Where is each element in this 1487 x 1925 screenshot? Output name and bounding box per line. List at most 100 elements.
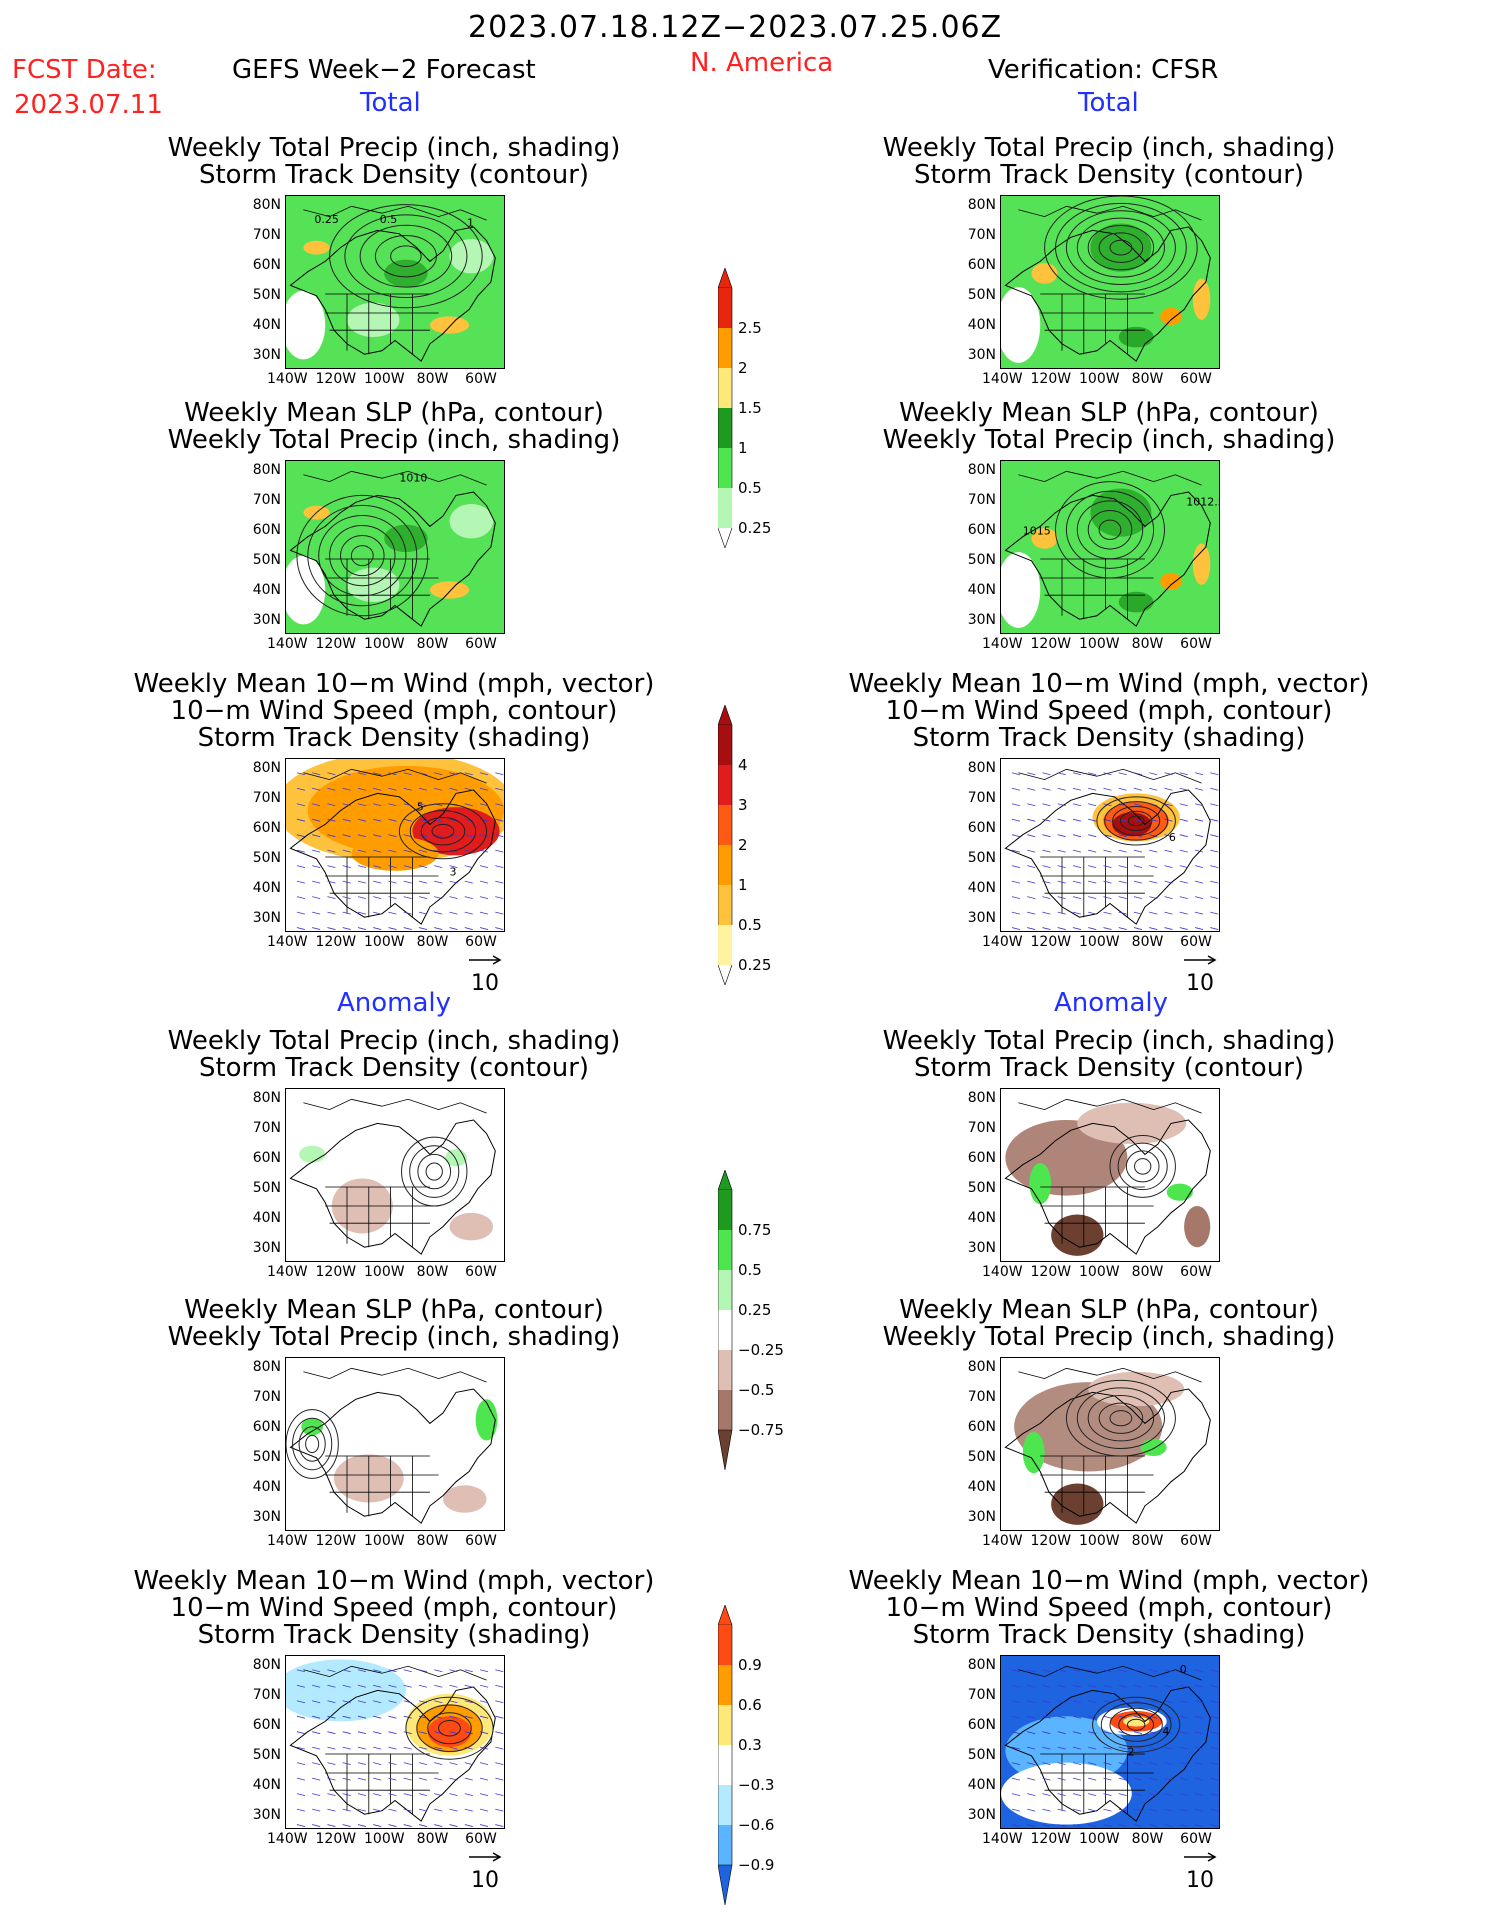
latitude-tick-label: 30N (967, 1509, 996, 1525)
latitude-tick-label: 80N (967, 1359, 996, 1375)
latitude-tick-label: 80N (252, 462, 281, 478)
latitude-tick-label: 50N (252, 1449, 281, 1465)
longitude-tick-label: 60W (1180, 1831, 1212, 1847)
colorbar-anom-std: 0.9 0.6 0.3 −0.3 −0.6 −0.9 (718, 1605, 808, 1906)
map-plot-area: 6 (1000, 758, 1220, 932)
colorbar-tick-label: −0.25 (738, 1341, 784, 1359)
latitude-tick-label: 80N (967, 197, 996, 213)
panel-title-line: Weekly Total Precip (inch, shading) (167, 1322, 621, 1352)
longitude-tick-label: 80W (416, 1264, 449, 1280)
latitude-tick-label: 30N (967, 612, 996, 628)
panel-title-line: Storm Track Density (shading) (912, 723, 1306, 753)
longitude-tick-label: 80W (416, 934, 449, 950)
latitude-tick-label: 60N (252, 522, 281, 538)
longitude-tick-label: 120W (315, 934, 357, 950)
colorbar-tick-label: 0.3 (738, 1736, 762, 1754)
panel-title-line: Weekly Mean SLP (hPa, contour) (899, 398, 1319, 428)
map-plot-area: 0.25 0.5 1 (285, 195, 505, 369)
vector-scale-value: 10 (1186, 1868, 1214, 1893)
latitude-tick-label: 30N (252, 612, 281, 628)
panel-title-line: Storm Track Density (shading) (912, 1620, 1306, 1650)
map-graphic: 0 2 4 (1001, 1656, 1219, 1828)
colorbar-tick-label: 0.25 (738, 956, 772, 974)
panel-title-line: Storm Track Density (shading) (197, 1620, 591, 1650)
latitude-tick-label: 50N (967, 1747, 996, 1763)
longitude-tick-label: 100W (1079, 1533, 1120, 1549)
map-graphic (286, 1089, 504, 1261)
latitude-tick-label: 50N (252, 1747, 281, 1763)
longitude-tick-label: 140W (982, 1533, 1023, 1549)
panel-title-line: Weekly Mean 10−m Wind (mph, vector) (848, 669, 1370, 699)
longitude-tick-label: 140W (982, 636, 1023, 652)
colorbar-tick-label: 0.9 (738, 1656, 762, 1674)
vector-scale-reference: 10 (465, 1849, 505, 1893)
colorbar-tick-label: −0.5 (738, 1381, 775, 1399)
longitude-tick-label: 100W (364, 636, 405, 652)
latitude-tick-label: 50N (967, 287, 996, 303)
vector-scale-reference: 10 (465, 952, 505, 996)
longitude-tick-label: 80W (416, 1533, 449, 1549)
latitude-tick-label: 50N (967, 850, 996, 866)
longitude-tick-label: 80W (1131, 1831, 1164, 1847)
latitude-tick-label: 70N (252, 1120, 281, 1136)
latitude-tick-label: 40N (967, 1479, 996, 1495)
latitude-tick-label: 60N (252, 1717, 281, 1733)
longitude-tick-label: 80W (1131, 934, 1164, 950)
panel-title-line: Weekly Total Precip (inch, shading) (882, 1322, 1336, 1352)
latitude-tick-label: 30N (252, 347, 281, 363)
latitude-tick-label: 60N (967, 522, 996, 538)
colorbar-tick-label: 1 (738, 439, 748, 457)
panel-title-line: Weekly Total Precip (inch, shading) (167, 133, 621, 163)
longitude-tick-label: 100W (364, 371, 405, 387)
latitude-tick-label: 30N (252, 1509, 281, 1525)
longitude-tick-label: 140W (982, 1831, 1023, 1847)
longitude-tick-label: 140W (267, 1533, 308, 1549)
longitude-tick-label: 60W (465, 1831, 497, 1847)
longitude-tick-label: 140W (982, 1264, 1023, 1280)
panel-title-line: Weekly Mean SLP (hPa, contour) (899, 1295, 1319, 1325)
latitude-tick-label: 60N (252, 257, 281, 273)
colorbar-tick-label: 2.5 (738, 319, 762, 337)
longitude-tick-label: 100W (1079, 1831, 1120, 1847)
panel-title-line: Weekly Total Precip (inch, shading) (882, 133, 1336, 163)
contour-label: 5 (417, 800, 424, 813)
longitude-tick-label: 60W (465, 934, 497, 950)
latitude-tick-label: 70N (967, 492, 996, 508)
longitude-tick-label: 120W (315, 371, 357, 387)
latitude-tick-label: 50N (252, 1180, 281, 1196)
longitude-tick-label: 100W (1079, 1264, 1120, 1280)
latitude-tick-label: 70N (252, 1389, 281, 1405)
panel-title-line: Storm Track Density (contour) (913, 160, 1305, 190)
longitude-tick-label: 120W (1030, 1264, 1072, 1280)
latitude-tick-label: 70N (967, 1687, 996, 1703)
panel-title-line: Weekly Mean 10−m Wind (mph, vector) (133, 1566, 655, 1596)
latitude-tick-label: 80N (967, 462, 996, 478)
latitude-tick-label: 60N (967, 1150, 996, 1166)
right-total-section-label: Total (1078, 88, 1139, 118)
contour-label: 1 (467, 217, 474, 230)
latitude-tick-label: 40N (967, 880, 996, 896)
latitude-tick-label: 50N (252, 850, 281, 866)
map-plot-area (285, 1357, 505, 1531)
map-plot-area (1000, 1357, 1220, 1531)
colorbar-tick-label: 0.5 (738, 916, 762, 934)
map-graphic (286, 1656, 504, 1828)
latitude-tick-label: 80N (252, 1090, 281, 1106)
panel-title-line: Weekly Total Precip (inch, shading) (882, 425, 1336, 455)
longitude-tick-label: 100W (1079, 371, 1120, 387)
vector-scale-value: 10 (471, 971, 499, 996)
contour-label: 0.25 (314, 213, 339, 226)
map-graphic (1001, 1089, 1219, 1261)
latitude-tick-label: 80N (967, 760, 996, 776)
contour-label: 1010 (399, 471, 427, 484)
latitude-tick-label: 30N (967, 347, 996, 363)
longitude-tick-label: 60W (465, 636, 497, 652)
panel-title-line: Weekly Mean 10−m Wind (mph, vector) (848, 1566, 1370, 1596)
longitude-tick-label: 80W (416, 371, 449, 387)
latitude-tick-label: 50N (967, 1180, 996, 1196)
longitude-tick-label: 120W (315, 636, 357, 652)
fcst-date-value: 2023.07.11 (14, 90, 163, 120)
map-plot-area (285, 1655, 505, 1829)
latitude-tick-label: 30N (967, 910, 996, 926)
panel-title-line: Weekly Total Precip (inch, shading) (882, 1026, 1336, 1056)
